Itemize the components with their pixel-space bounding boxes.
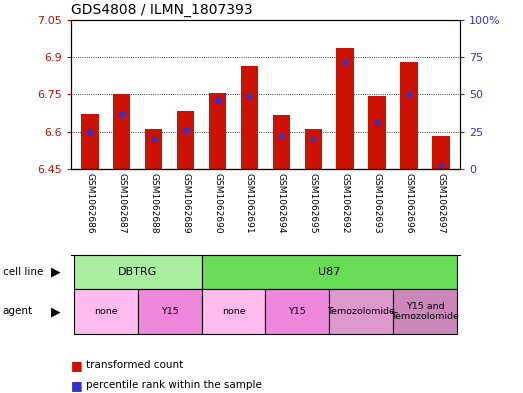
Text: cell line: cell line: [3, 267, 43, 277]
Text: transformed count: transformed count: [86, 360, 184, 371]
Text: GSM1062694: GSM1062694: [277, 173, 286, 234]
Text: Y15 and
Temozolomide: Y15 and Temozolomide: [391, 302, 459, 321]
Bar: [368, 96, 386, 169]
Bar: [272, 116, 290, 169]
Bar: [201, 289, 266, 334]
Text: GDS4808 / ILMN_1807393: GDS4808 / ILMN_1807393: [71, 3, 252, 17]
Text: DBTRG: DBTRG: [118, 267, 157, 277]
Bar: [113, 94, 130, 169]
Bar: [304, 129, 322, 169]
Bar: [393, 289, 457, 334]
Text: percentile rank within the sample: percentile rank within the sample: [86, 380, 262, 390]
Text: GSM1062687: GSM1062687: [117, 173, 126, 234]
Bar: [401, 62, 418, 169]
Text: GSM1062697: GSM1062697: [437, 173, 446, 234]
Text: GSM1062696: GSM1062696: [405, 173, 414, 234]
Text: ■: ■: [71, 359, 82, 372]
Text: GSM1062689: GSM1062689: [181, 173, 190, 234]
Bar: [138, 289, 201, 334]
Text: ▶: ▶: [51, 266, 61, 279]
Bar: [266, 289, 329, 334]
Bar: [74, 289, 138, 334]
Text: Temozolomide: Temozolomide: [327, 307, 395, 316]
Bar: [81, 114, 98, 169]
Text: none: none: [222, 307, 245, 316]
Bar: [433, 136, 450, 169]
Text: U87: U87: [318, 267, 340, 277]
Text: GSM1062692: GSM1062692: [341, 173, 350, 234]
Bar: [177, 111, 195, 169]
Text: none: none: [94, 307, 118, 316]
Text: GSM1062695: GSM1062695: [309, 173, 318, 234]
Text: ▶: ▶: [51, 305, 61, 318]
Bar: [74, 255, 201, 289]
Text: ■: ■: [71, 378, 82, 392]
Bar: [209, 93, 226, 169]
Text: GSM1062693: GSM1062693: [373, 173, 382, 234]
Text: agent: agent: [3, 307, 33, 316]
Bar: [329, 289, 393, 334]
Text: Y15: Y15: [161, 307, 178, 316]
Text: GSM1062691: GSM1062691: [245, 173, 254, 234]
Bar: [201, 255, 457, 289]
Text: GSM1062686: GSM1062686: [85, 173, 94, 234]
Bar: [336, 48, 354, 169]
Bar: [241, 66, 258, 169]
Text: GSM1062690: GSM1062690: [213, 173, 222, 234]
Bar: [145, 129, 163, 169]
Text: Y15: Y15: [289, 307, 306, 316]
Text: GSM1062688: GSM1062688: [149, 173, 158, 234]
